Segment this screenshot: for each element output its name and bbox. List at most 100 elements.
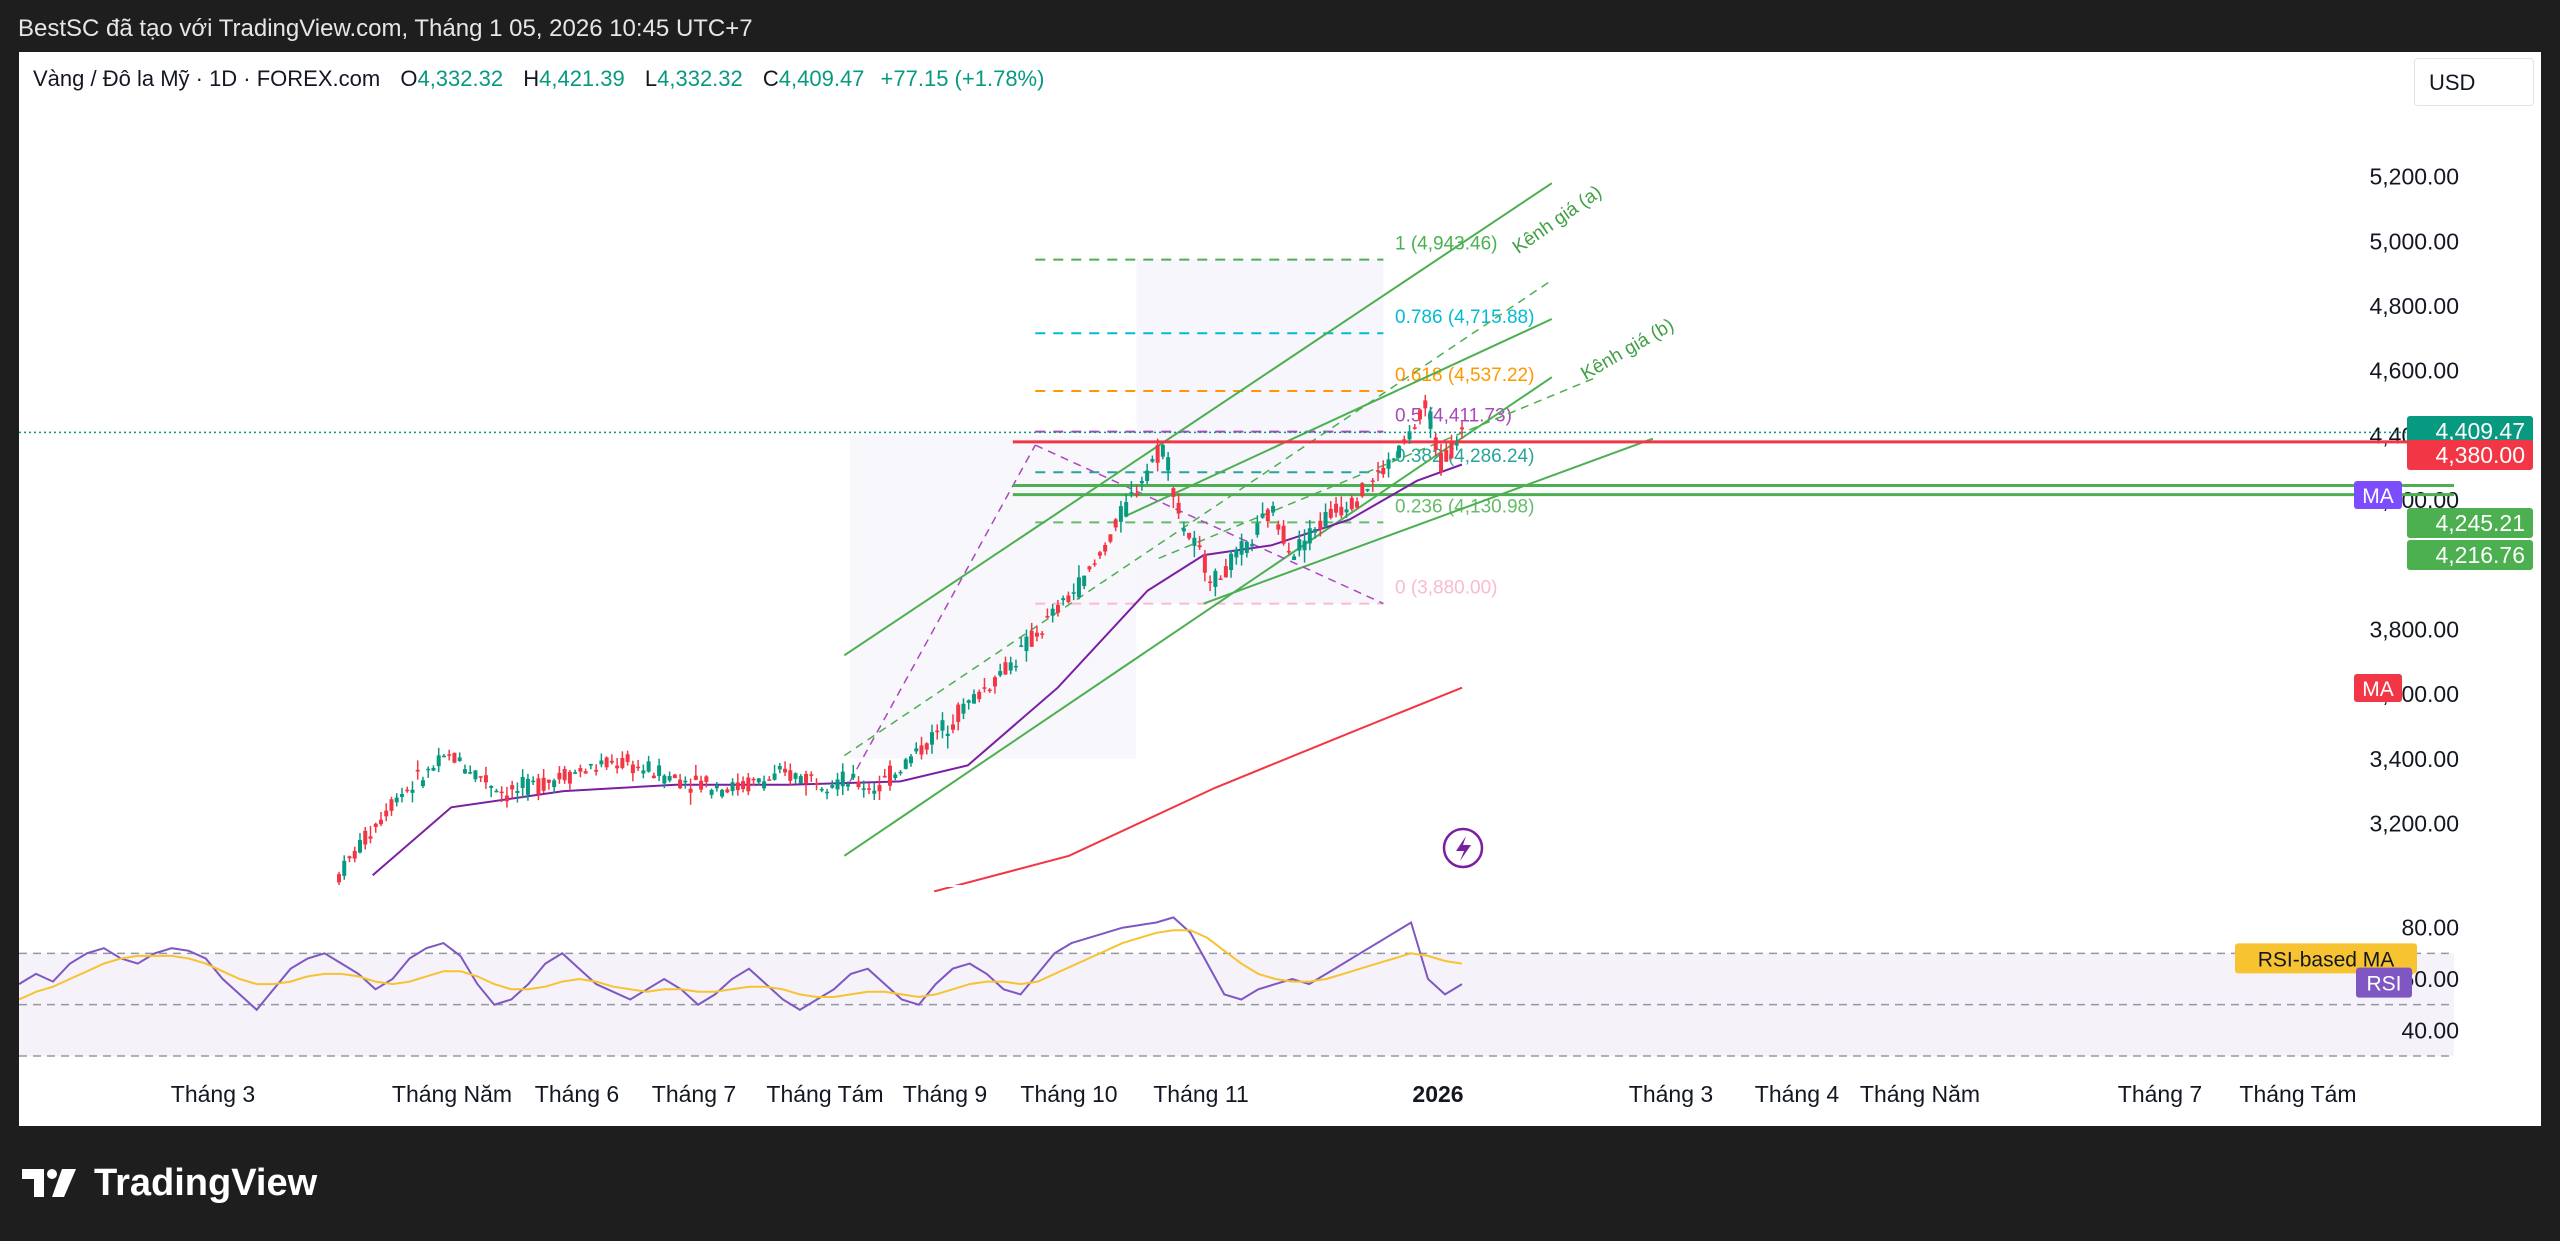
candle-body (1391, 458, 1396, 461)
rsi-band-fill (19, 953, 2454, 1056)
currency-button[interactable]: USD (2414, 58, 2534, 106)
candle-body (704, 776, 709, 782)
candle-body (1118, 506, 1123, 522)
candle-up (903, 757, 908, 770)
candle-body (1328, 508, 1333, 518)
candle-down (499, 786, 504, 803)
candle-body (730, 782, 735, 792)
candle-up (777, 763, 782, 774)
candle-up (998, 663, 1003, 678)
candle-body (541, 777, 546, 791)
attribution-header: BestSC đã tạo với TradingView.com, Tháng… (18, 15, 753, 42)
candle-up (520, 769, 525, 799)
candle-down (620, 751, 625, 770)
candle-body (1008, 662, 1013, 671)
candle-up (1076, 565, 1081, 600)
candle-body (1307, 528, 1312, 544)
candle-body (420, 780, 425, 787)
candle-body (1171, 488, 1176, 497)
rsi-ma-tag-bg (2235, 943, 2417, 974)
candle-down (1328, 501, 1333, 520)
candle-body (1013, 665, 1018, 668)
candle-up (1244, 540, 1249, 558)
candle-body (1218, 578, 1223, 580)
symbol-legend: Vàng / Đô la Mỹ · 1D · FOREX.com O4,332.… (33, 66, 1044, 92)
candle-down (1355, 497, 1360, 510)
candle-up (1229, 549, 1234, 578)
candle-body (525, 778, 530, 795)
candle-down (699, 775, 704, 793)
time-axis-label: Tháng 4 (1755, 1081, 1840, 1107)
candle-up (1454, 436, 1459, 451)
candle-up (1071, 583, 1076, 601)
candle-down (856, 776, 861, 790)
fib-trend-line (1034, 444, 1384, 605)
candle-down (1171, 486, 1176, 509)
candle-up (1407, 424, 1412, 444)
candle-down (478, 776, 483, 783)
candle-down (672, 773, 677, 779)
level-tag-red: 4,380.00 (2407, 440, 2533, 470)
candle-body (357, 840, 362, 853)
footer-brand: TradingView (20, 1160, 317, 1206)
candle-down (625, 750, 630, 766)
candle-up (798, 774, 803, 784)
candle-down (877, 775, 882, 801)
candle-body (819, 788, 824, 791)
candle-up (552, 778, 557, 794)
candle-up (861, 780, 866, 798)
candle-body (1103, 544, 1108, 552)
candle-down (1092, 559, 1097, 567)
candle-body (872, 790, 877, 794)
candle-body (363, 830, 368, 845)
candle-body (977, 691, 982, 700)
candle-body (1423, 400, 1428, 409)
candle-up (793, 772, 798, 784)
candle-up (588, 763, 593, 770)
candle-up (709, 788, 714, 799)
candle-up (667, 771, 672, 783)
ma-tag-text: MA (2362, 485, 2394, 508)
candle-down (741, 776, 746, 793)
candle-up (1271, 501, 1276, 517)
candle-down (615, 757, 620, 774)
candle-body (888, 765, 893, 786)
candle-body (1323, 512, 1328, 527)
time-axis-label: Tháng 3 (171, 1081, 255, 1107)
candle-down (1066, 591, 1071, 604)
candle-down (1402, 435, 1407, 445)
chart-panel[interactable]: 5,200.005,000.004,800.004,600.004,400.00… (19, 52, 2541, 1126)
candle-up (1019, 637, 1024, 648)
lightning-bolt (1456, 836, 1471, 861)
candles-group (337, 394, 1464, 887)
level-tag-red-bg (2407, 440, 2533, 470)
time-axis-label: Tháng 11 (1153, 1081, 1248, 1107)
candle-down (510, 780, 515, 799)
candle-up (1160, 443, 1165, 460)
candle-up (525, 773, 530, 801)
candle-body (536, 778, 541, 795)
candle-body (494, 790, 499, 793)
candle-body (1208, 581, 1213, 584)
candle-body (767, 779, 772, 781)
candle-body (342, 860, 347, 876)
candle-up (908, 754, 913, 767)
candle-body (1024, 636, 1029, 652)
candle-down (977, 689, 982, 703)
candle-body (1223, 566, 1228, 578)
candle-body (1113, 519, 1118, 528)
candle-down (546, 779, 551, 790)
channel-b-line (1203, 437, 1654, 605)
candle-down (935, 724, 940, 740)
time-axis-label: Tháng Tám (766, 1081, 883, 1107)
time-axis-label: Tháng Năm (392, 1081, 512, 1107)
candle-down (1381, 460, 1386, 478)
close-value: 4,409.47 (778, 66, 865, 91)
candle-down (583, 768, 588, 774)
candle-up (531, 776, 536, 786)
candle-body (337, 874, 341, 883)
candle-body (1244, 541, 1249, 553)
rsi-ma-tag: RSI-based MA (2235, 943, 2417, 974)
price-chart-svg[interactable]: 5,200.005,000.004,800.004,600.004,400.00… (19, 52, 2541, 1126)
candle-down (604, 756, 609, 770)
